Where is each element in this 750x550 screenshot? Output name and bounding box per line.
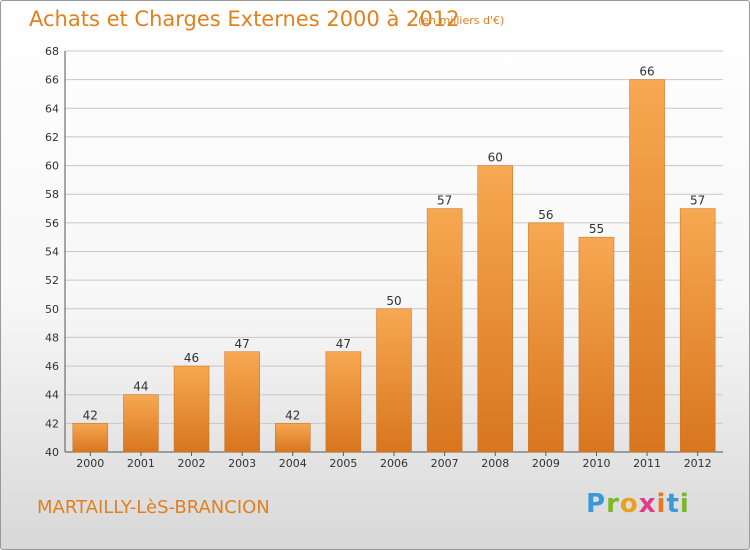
data-label: 57: [690, 194, 705, 208]
y-tick-label: 66: [45, 74, 59, 87]
logo-letter: i: [656, 489, 667, 519]
y-tick-label: 58: [45, 188, 59, 201]
x-tick-label: 2009: [532, 457, 560, 470]
chart-title: Achats et Charges Externes 2000 à 2012: [29, 7, 460, 31]
x-tick-label: 2010: [582, 457, 610, 470]
y-tick-label: 52: [45, 274, 59, 287]
x-tick-label: 2011: [633, 457, 661, 470]
y-tick-label: 40: [45, 446, 59, 459]
data-label: 46: [184, 351, 199, 365]
x-tick-label: 2012: [684, 457, 712, 470]
data-label: 60: [488, 151, 503, 165]
bar: [72, 423, 109, 453]
y-tick-label: 56: [45, 217, 59, 230]
bar: [376, 308, 412, 453]
data-label: 55: [589, 222, 604, 236]
logo-letter: r: [606, 489, 620, 519]
data-label: 57: [437, 194, 452, 208]
x-tick-label: 2004: [279, 457, 307, 470]
x-tick-label: 2006: [380, 457, 408, 470]
bar-layer: [72, 79, 716, 453]
y-tick-label: 62: [45, 131, 59, 144]
label-layer: 42 2000 44 2001 46 2002 47 2003 42 2004 47 2005 50 20…: [76, 65, 711, 470]
x-tick-label: 2007: [431, 457, 459, 470]
data-label: 42: [285, 408, 300, 422]
commune-name: MARTAILLY-LèS-BRANCION: [37, 497, 270, 518]
x-tick-label: 2000: [76, 457, 104, 470]
logo-letter: i: [679, 489, 690, 519]
bar: [629, 79, 665, 453]
bar: [477, 165, 513, 453]
data-label: 47: [235, 337, 250, 351]
bar: [528, 222, 564, 453]
y-tick-label: 50: [45, 303, 59, 316]
data-label: 42: [83, 408, 98, 422]
bar: [679, 208, 716, 453]
data-label: 50: [386, 294, 401, 308]
y-tick-label: 48: [45, 331, 59, 344]
bar: [325, 351, 362, 453]
logo-letter: P: [586, 489, 607, 519]
x-tick-label: 2001: [127, 457, 155, 470]
bar: [578, 236, 615, 453]
data-label: 47: [336, 337, 351, 351]
y-tick-label: 60: [45, 160, 59, 173]
y-tick-label: 46: [45, 360, 59, 373]
x-tick-label: 2002: [178, 457, 206, 470]
bar: [275, 423, 311, 453]
bar: [173, 365, 210, 453]
proxiti-logo: Proxiti: [586, 489, 690, 519]
y-tick-label: 42: [45, 417, 59, 430]
bar: [123, 394, 159, 453]
chart-subtitle: (en milliers d'€): [418, 14, 505, 27]
logo-letter: t: [666, 489, 680, 519]
y-tick-label: 54: [45, 246, 59, 259]
y-tick-label: 44: [45, 389, 59, 402]
y-tick-label: 68: [45, 45, 59, 58]
x-tick-label: 2003: [228, 457, 256, 470]
data-label: 56: [538, 208, 553, 222]
x-tick-label: 2005: [329, 457, 357, 470]
logo-letter: x: [638, 489, 657, 519]
y-tick-label: 64: [45, 102, 59, 115]
bar: [426, 208, 463, 453]
logo-letter: o: [619, 489, 639, 519]
bar: [224, 351, 260, 453]
x-tick-label: 2008: [481, 457, 509, 470]
data-label: 66: [639, 65, 654, 79]
data-label: 44: [133, 380, 148, 394]
